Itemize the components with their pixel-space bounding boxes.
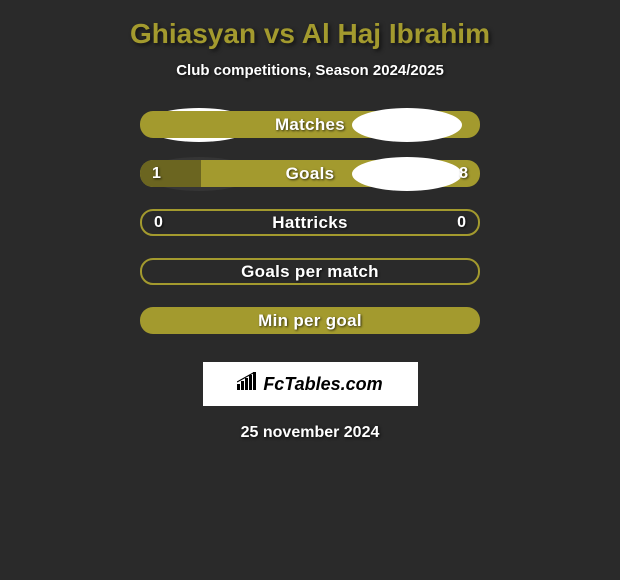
stat-row: Min per goal: [140, 307, 480, 334]
stat-row: Matches: [140, 111, 480, 138]
stat-row: 0 Hattricks 0: [140, 209, 480, 236]
logo-inner: FcTables.com: [237, 372, 382, 396]
page-title: Ghiasyan vs Al Haj Ibrahim: [130, 18, 490, 50]
stat-right-value: 0: [457, 214, 466, 232]
stat-row: 1 Goals 8: [140, 160, 480, 187]
logo-text: FcTables.com: [263, 374, 382, 395]
stat-left-value: 1: [152, 165, 161, 183]
subtitle: Club competitions, Season 2024/2025: [176, 62, 444, 79]
date-text: 25 november 2024: [241, 424, 380, 442]
logo-box: FcTables.com: [203, 362, 418, 406]
stat-label: Matches: [275, 115, 345, 135]
stat-bar: 0 Hattricks 0: [140, 209, 480, 236]
stat-left-value: 0: [154, 214, 163, 232]
stat-bar: Min per goal: [140, 307, 480, 334]
stat-label: Goals: [286, 164, 335, 184]
stat-right-value: 8: [459, 165, 468, 183]
rows-host: Matches 1 Goals 8 0 Hattricks 0 Goals per match…: [140, 111, 480, 356]
stat-bar: Goals per match: [140, 258, 480, 285]
bar-chart-icon: [237, 372, 259, 396]
right-ellipse: [352, 157, 462, 191]
stat-row: Goals per match: [140, 258, 480, 285]
stat-label: Hattricks: [272, 213, 347, 233]
right-ellipse: [352, 108, 462, 142]
bar-left-segment: [140, 160, 201, 187]
stat-label: Min per goal: [258, 311, 362, 331]
chart-container: Ghiasyan vs Al Haj Ibrahim Club competit…: [0, 0, 620, 452]
stat-label: Goals per match: [241, 262, 379, 282]
